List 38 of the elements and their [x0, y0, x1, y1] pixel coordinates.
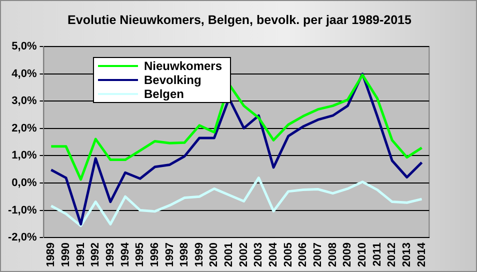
- x-tick-label: 2010: [356, 242, 368, 268]
- x-tick-label: 1992: [90, 242, 102, 268]
- y-tick-label: 4,0%: [12, 68, 37, 80]
- x-tick-label: 1996: [148, 242, 161, 268]
- legend-label: Bevolking: [144, 73, 202, 87]
- x-tick-label: 1991: [74, 242, 87, 268]
- x-tick-label: 2009: [342, 242, 354, 268]
- x-tick-label: 2013: [400, 242, 413, 268]
- y-tick-label: -2,0%: [8, 232, 37, 244]
- x-tick-label: 2011: [371, 242, 384, 266]
- x-tick-label: 2005: [282, 242, 294, 268]
- x-tick-label: 2004: [268, 242, 280, 268]
- x-tick-label: 1989: [45, 242, 58, 268]
- x-tick-label: 2012: [386, 242, 398, 268]
- y-tick-label: 3,0%: [12, 95, 37, 108]
- x-tick-label: 1994: [119, 242, 132, 268]
- y-tick-label: 0,0%: [12, 177, 37, 190]
- y-tick-label: 2,0%: [12, 122, 37, 134]
- x-tick-label: 2000: [208, 242, 220, 268]
- x-tick-label: 2014: [416, 242, 428, 268]
- x-tick-label: 1990: [60, 242, 72, 268]
- legend-label: Nieuwkomers: [144, 59, 222, 73]
- y-tick-label: 5,0%: [12, 40, 37, 53]
- x-tick-label: 2003: [252, 242, 265, 268]
- x-tick-label: 2007: [312, 242, 324, 268]
- x-tick-label: 2001: [223, 242, 236, 268]
- y-tick-label: -1,0%: [8, 204, 37, 216]
- x-tick-label: 1998: [178, 242, 191, 268]
- x-tick-label: 1999: [193, 242, 206, 268]
- x-tick-label: 1995: [134, 242, 146, 268]
- x-tick-label: 2002: [238, 242, 250, 268]
- legend-label: Belgen: [144, 87, 184, 101]
- y-tick-label: 1,0%: [12, 150, 37, 162]
- x-tick-label: 1993: [104, 242, 116, 268]
- x-tick-label: 2008: [326, 242, 339, 268]
- x-tick-label: 1997: [164, 242, 176, 268]
- x-tick-label: 2006: [297, 242, 310, 268]
- chart-title: Evolutie Nieuwkomers, Belgen, bevolk. per jaar 1989-2015: [66, 13, 412, 27]
